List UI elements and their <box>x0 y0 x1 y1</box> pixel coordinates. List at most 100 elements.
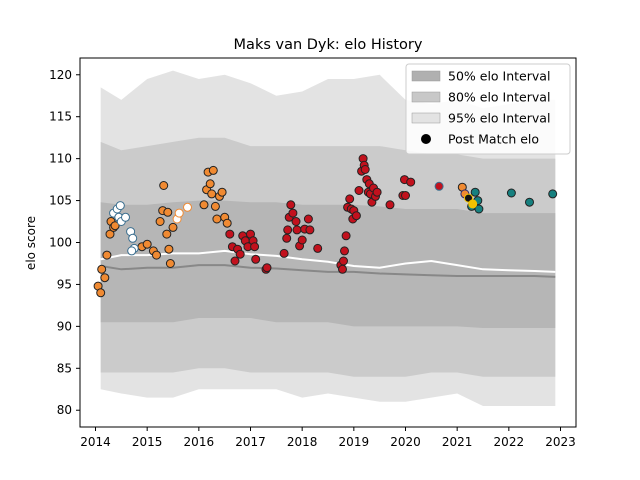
y-tick-label: 100 <box>49 236 72 250</box>
match-point <box>210 201 220 211</box>
match-point <box>340 246 349 256</box>
match-point <box>163 207 173 217</box>
match-point <box>96 288 106 298</box>
x-tick-label: 2015 <box>132 435 163 449</box>
x-tick-label: 2014 <box>80 435 111 449</box>
x-tick-label: 2017 <box>235 435 266 449</box>
match-point <box>305 225 315 235</box>
match-point <box>282 233 292 243</box>
match-point <box>345 194 355 204</box>
match-point <box>262 263 272 273</box>
x-tick-label: 2016 <box>184 435 215 449</box>
y-axis-label: elo score <box>24 216 38 270</box>
match-point <box>115 201 125 211</box>
match-point <box>401 191 410 200</box>
match-point <box>162 229 172 239</box>
match-point <box>292 225 302 235</box>
legend-swatch <box>411 112 441 124</box>
y-tick-label: 90 <box>57 319 72 333</box>
match-point <box>303 214 313 224</box>
match-point <box>100 273 110 283</box>
match-point <box>291 217 301 226</box>
match-point <box>283 225 293 235</box>
match-point <box>525 197 534 207</box>
match-point <box>105 229 115 239</box>
chart-title: Maks van Dyk: elo History <box>234 37 423 53</box>
match-point <box>155 217 165 226</box>
match-point <box>142 239 152 249</box>
legend-label: 95% elo Interval <box>448 111 550 126</box>
legend-label: Post Match elo <box>448 132 539 147</box>
y-tick-label: 95 <box>57 277 72 291</box>
post-match-points <box>93 154 558 298</box>
match-point <box>205 179 215 189</box>
median-line <box>100 264 556 278</box>
match-point <box>286 200 296 210</box>
x-tick-label: 2019 <box>339 435 370 449</box>
match-point <box>183 202 192 212</box>
y-axis: 80 85 90 95 100 105 110 115 120 <box>49 68 80 417</box>
y-tick-label: 110 <box>49 152 72 166</box>
legend-label: 50% elo Interval <box>448 69 550 84</box>
match-point <box>165 259 175 268</box>
match-point <box>110 221 120 231</box>
match-point <box>127 246 137 256</box>
match-point <box>406 177 416 187</box>
match-point <box>97 264 107 274</box>
match-point <box>208 165 218 175</box>
x-tick-label: 2018 <box>287 435 318 449</box>
match-point <box>385 200 395 210</box>
match-point <box>174 208 184 218</box>
match-point <box>338 264 347 274</box>
match-point <box>217 187 227 197</box>
match-point <box>251 254 261 264</box>
match-point <box>121 212 130 222</box>
y-tick-label: 115 <box>49 110 72 124</box>
match-point <box>250 242 260 252</box>
legend-swatch <box>411 91 441 103</box>
mean-line <box>100 249 556 273</box>
match-point <box>470 187 480 197</box>
legend-label: 80% elo Interval <box>448 90 550 105</box>
legend: 50% elo Interval 80% elo Interval 95% elo … <box>405 63 571 155</box>
match-point <box>207 189 217 199</box>
legend-box <box>405 63 571 155</box>
match-point <box>474 204 484 214</box>
x-tick-label: 2021 <box>442 435 473 449</box>
match-point <box>354 186 364 195</box>
match-point <box>360 165 370 174</box>
band-50 <box>100 200 556 328</box>
match-point <box>341 231 351 241</box>
match-point <box>102 250 112 260</box>
y-tick-label: 80 <box>57 403 72 417</box>
match-point <box>212 214 222 224</box>
x-axis: 2014 2015 2016 2017 2018 2019 2020 2021 2022 2023 <box>80 427 576 449</box>
match-point <box>159 181 169 190</box>
match-point <box>506 188 516 198</box>
match-point <box>222 218 232 228</box>
match-point <box>164 244 174 254</box>
x-tick-label: 2022 <box>494 435 525 449</box>
match-point <box>434 181 444 191</box>
match-point <box>468 199 478 209</box>
match-point <box>230 256 240 266</box>
match-point <box>351 211 361 221</box>
match-point <box>152 250 161 260</box>
match-point <box>313 243 323 253</box>
match-point <box>288 208 298 218</box>
match-point <box>168 222 178 232</box>
y-tick-label: 120 <box>49 68 72 82</box>
match-point <box>297 235 307 245</box>
trend-lines <box>100 249 556 278</box>
legend-marker <box>421 134 431 144</box>
match-point <box>339 256 348 266</box>
match-point <box>199 200 209 210</box>
match-point <box>548 189 558 199</box>
match-point <box>128 233 138 243</box>
y-tick-label: 105 <box>49 194 72 208</box>
y-tick-label: 85 <box>57 361 72 375</box>
match-point <box>279 248 289 258</box>
match-point <box>372 187 382 197</box>
legend-swatch <box>411 70 441 82</box>
